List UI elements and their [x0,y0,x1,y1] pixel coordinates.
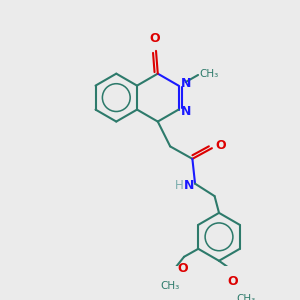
Text: CH₃: CH₃ [236,294,255,300]
Text: H: H [175,179,183,192]
Text: O: O [178,262,188,275]
Text: O: O [150,32,160,45]
Text: N: N [184,179,194,192]
Text: N: N [181,77,192,90]
Text: N: N [181,105,192,118]
Text: O: O [227,275,238,288]
Text: O: O [215,139,226,152]
Text: CH₃: CH₃ [200,69,219,79]
Text: CH₃: CH₃ [160,281,179,291]
